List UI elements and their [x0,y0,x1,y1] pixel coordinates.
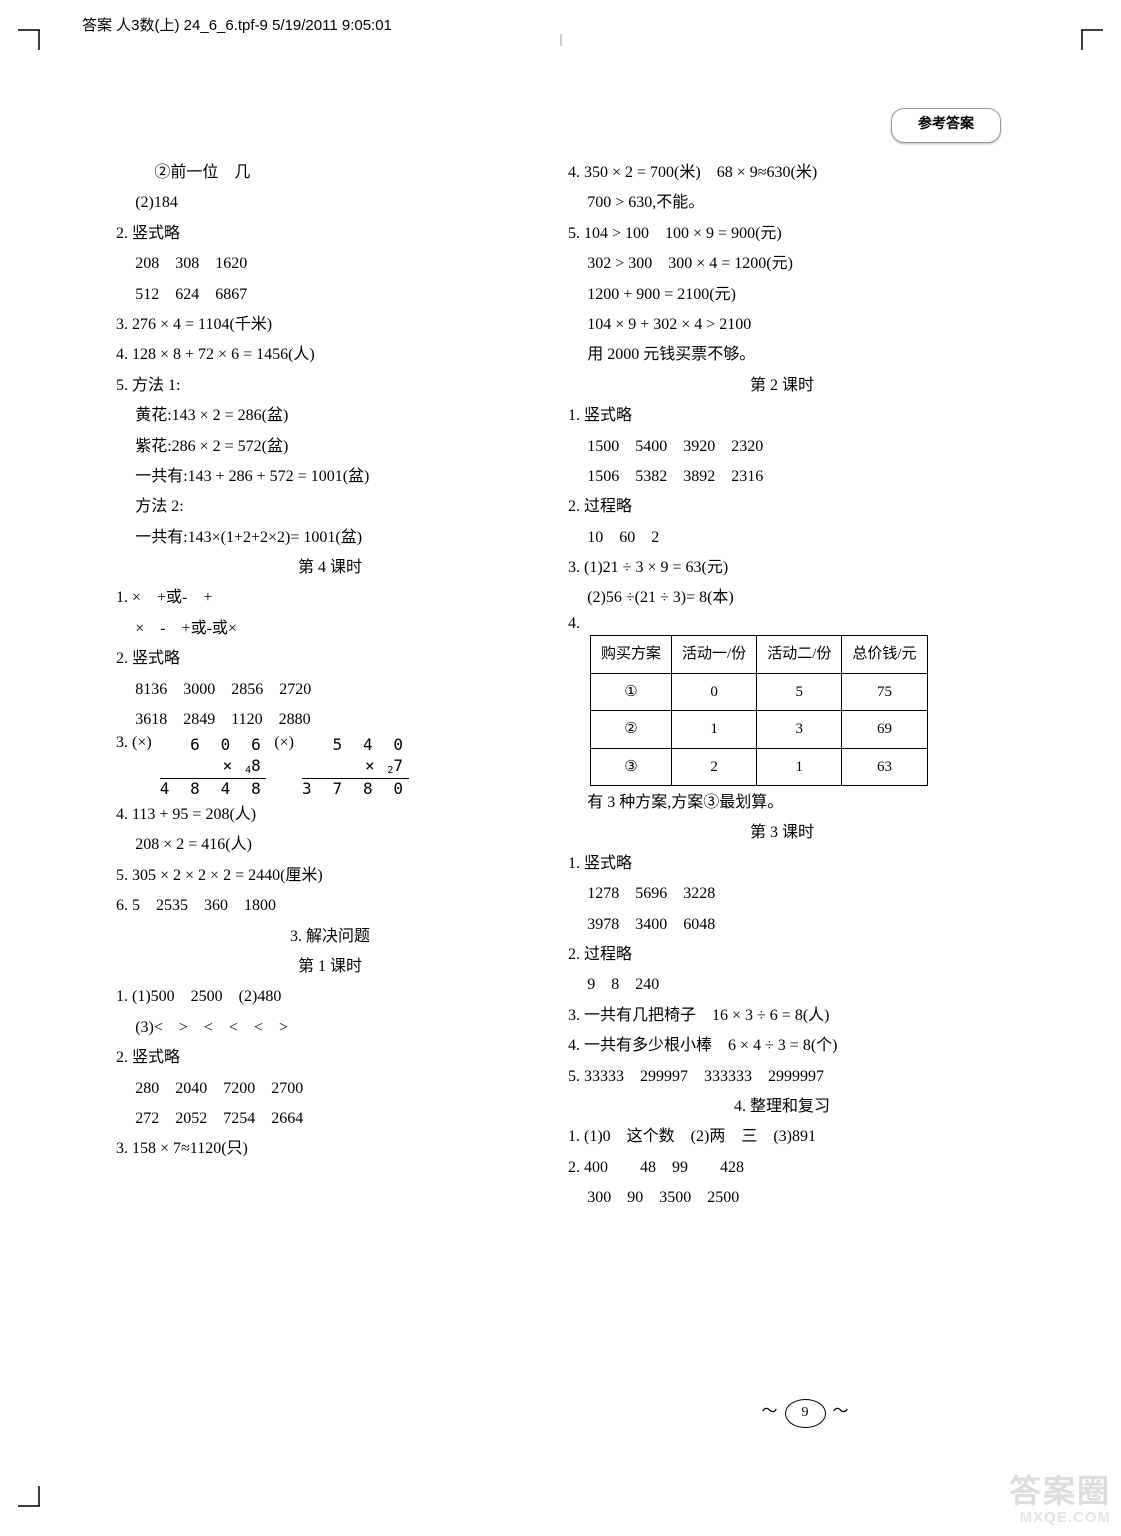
text-line: 一共有:143×(1+2+2×2)= 1001(盆) [116,523,544,553]
text-line: 272 2052 7254 2664 [116,1104,544,1134]
text-line: (×) [274,734,294,751]
file-meta: 答案 人3数(上) 24_6_6.tpf-9 5/19/2011 9:05:01 [82,12,392,41]
text-line: 4. [568,614,996,633]
section-title: 3. 解决问题 [116,922,544,952]
top-center-mark [560,34,561,46]
text-line: 2. 竖式略 [116,219,544,249]
text-line: (2)56 ÷(21 ÷ 3)= 8(本) [568,583,996,613]
text-line: 3. (×) [116,734,152,751]
text-line: 5. 方法 1: [116,371,544,401]
text-line: 2. 过程略 [568,492,996,522]
text-line: 一共有:143 + 286 + 572 = 1001(盆) [116,462,544,492]
table-row: ③2163 [591,748,928,786]
crop-mark-bl [18,1486,60,1528]
text-line: 512 624 6867 [116,280,544,310]
text-line: 6. 5 2535 360 1800 [116,891,544,921]
watermark-text-1: 答案圈 [1009,1474,1111,1509]
lesson-title: 第 4 课时 [116,553,544,583]
table-header: 总价钱/元 [842,636,927,674]
text-line: 2. 竖式略 [116,644,544,674]
text-line: 4. 128 × 8 + 72 × 6 = 1456(人) [116,340,544,370]
text-line: 4. 一共有多少根小棒 6 × 4 ÷ 3 = 8(个) [568,1031,996,1061]
text-line: 9 8 240 [568,970,996,1000]
text-line: 黄花:143 × 2 = 286(盆) [116,401,544,431]
text-line: 3618 2849 1120 2880 [116,705,544,735]
text-line: 2. 竖式略 [116,1043,544,1073]
text-line: (3)< > < < < > [116,1013,544,1043]
text-line: 1278 5696 3228 [568,879,996,909]
section-title: 4. 整理和复习 [568,1092,996,1122]
lesson-title: 第 1 课时 [116,952,544,982]
text-line: 1506 5382 3892 2316 [568,462,996,492]
text-line: 10 60 2 [568,523,996,553]
text-line: 3. (1)21 ÷ 3 × 9 = 63(元) [568,553,996,583]
page-number: 9 [785,1399,826,1428]
vertical-multiplication: 6 0 6 ×48 4 8 4 8 [160,735,267,800]
watermark: 答案圈 MXQE.COM [1009,1474,1111,1526]
text-line: 3. 158 × 7≈1120(只) [116,1134,544,1164]
text-line: 用 2000 元钱买票不够。 [568,340,996,370]
page-content: ②前一位 几 (2)184 2. 竖式略 208 308 1620 512 62… [116,158,996,1214]
text-line: 1. (1)0 这个数 (2)两 三 (3)891 [568,1122,996,1152]
text-line: 302 > 300 300 × 4 = 1200(元) [568,249,996,279]
text-line: 208 308 1620 [116,249,544,279]
text-line: 5. 104 > 100 100 × 9 = 900(元) [568,219,996,249]
text-line: 方法 2: [116,492,544,522]
text-line: 104 × 9 + 302 × 4 > 2100 [568,310,996,340]
text-line: 1. (1)500 2500 (2)480 [116,982,544,1012]
table-header: 活动一/份 [672,636,757,674]
vertical-multiplication: 5 4 0 ×27 3 7 8 0 [302,735,409,800]
ornament-left: 〜 [759,1403,781,1420]
text-line: 紫花:286 × 2 = 572(盆) [116,432,544,462]
crop-mark-tl [18,8,60,50]
crop-mark-tr [1061,8,1103,50]
table-row: ①0575 [591,673,928,711]
text-line: 有 3 种方案,方案③最划算。 [568,788,996,818]
text-line: 1. 竖式略 [568,849,996,879]
text-line: (2)184 [116,188,544,218]
ornament-right: 〜 [830,1403,852,1420]
left-column: ②前一位 几 (2)184 2. 竖式略 208 308 1620 512 62… [116,158,556,1214]
watermark-text-2: MXQE.COM [1009,1510,1111,1527]
text-line: 3. 276 × 4 = 1104(千米) [116,310,544,340]
answer-label-box: 参考答案 [891,108,1001,143]
text-line: × - +或-或× [116,614,544,644]
text-line: 280 2040 7200 2700 [116,1074,544,1104]
text-line: 700 > 630,不能。 [568,188,996,218]
plan-table: 购买方案 活动一/份 活动二/份 总价钱/元 ①0575 ②1369 ③2163 [590,635,928,786]
lesson-title: 第 2 课时 [568,371,996,401]
text-line: 4. 113 + 95 = 208(人) [116,800,544,830]
text-line: 3. 一共有几把椅子 16 × 3 ÷ 6 = 8(人) [568,1001,996,1031]
text-line: 2. 400 48 99 428 [568,1153,996,1183]
text-line: 1. × +或- + [116,583,544,613]
text-line: ②前一位 几 [116,158,544,188]
right-column: 4. 350 × 2 = 700(米) 68 × 9≈630(米) 700 > … [556,158,996,1214]
text-line: 1200 + 900 = 2100(元) [568,280,996,310]
vertical-mult-row: 3. (×) 6 0 6 ×48 4 8 4 8 (×) 5 4 0 ×27 3… [116,735,544,800]
text-line: 4. 350 × 2 = 700(米) 68 × 9≈630(米) [568,158,996,188]
text-line: 5. 33333 299997 333333 2999997 [568,1062,996,1092]
table-header: 活动二/份 [757,636,842,674]
answer-label: 参考答案 [891,108,1001,143]
text-line: 3978 3400 6048 [568,910,996,940]
table-header: 购买方案 [591,636,672,674]
text-line: 5. 305 × 2 × 2 × 2 = 2440(厘米) [116,861,544,891]
text-line: 300 90 3500 2500 [568,1183,996,1213]
text-line: 2. 过程略 [568,940,996,970]
text-line: 1500 5400 3920 2320 [568,432,996,462]
table-row: ②1369 [591,711,928,749]
text-line: 208 × 2 = 416(人) [116,830,544,860]
lesson-title: 第 3 课时 [568,818,996,848]
text-line: 1. 竖式略 [568,401,996,431]
text-line: 8136 3000 2856 2720 [116,675,544,705]
page-number-ornament: 〜 9 〜 [759,1397,852,1428]
